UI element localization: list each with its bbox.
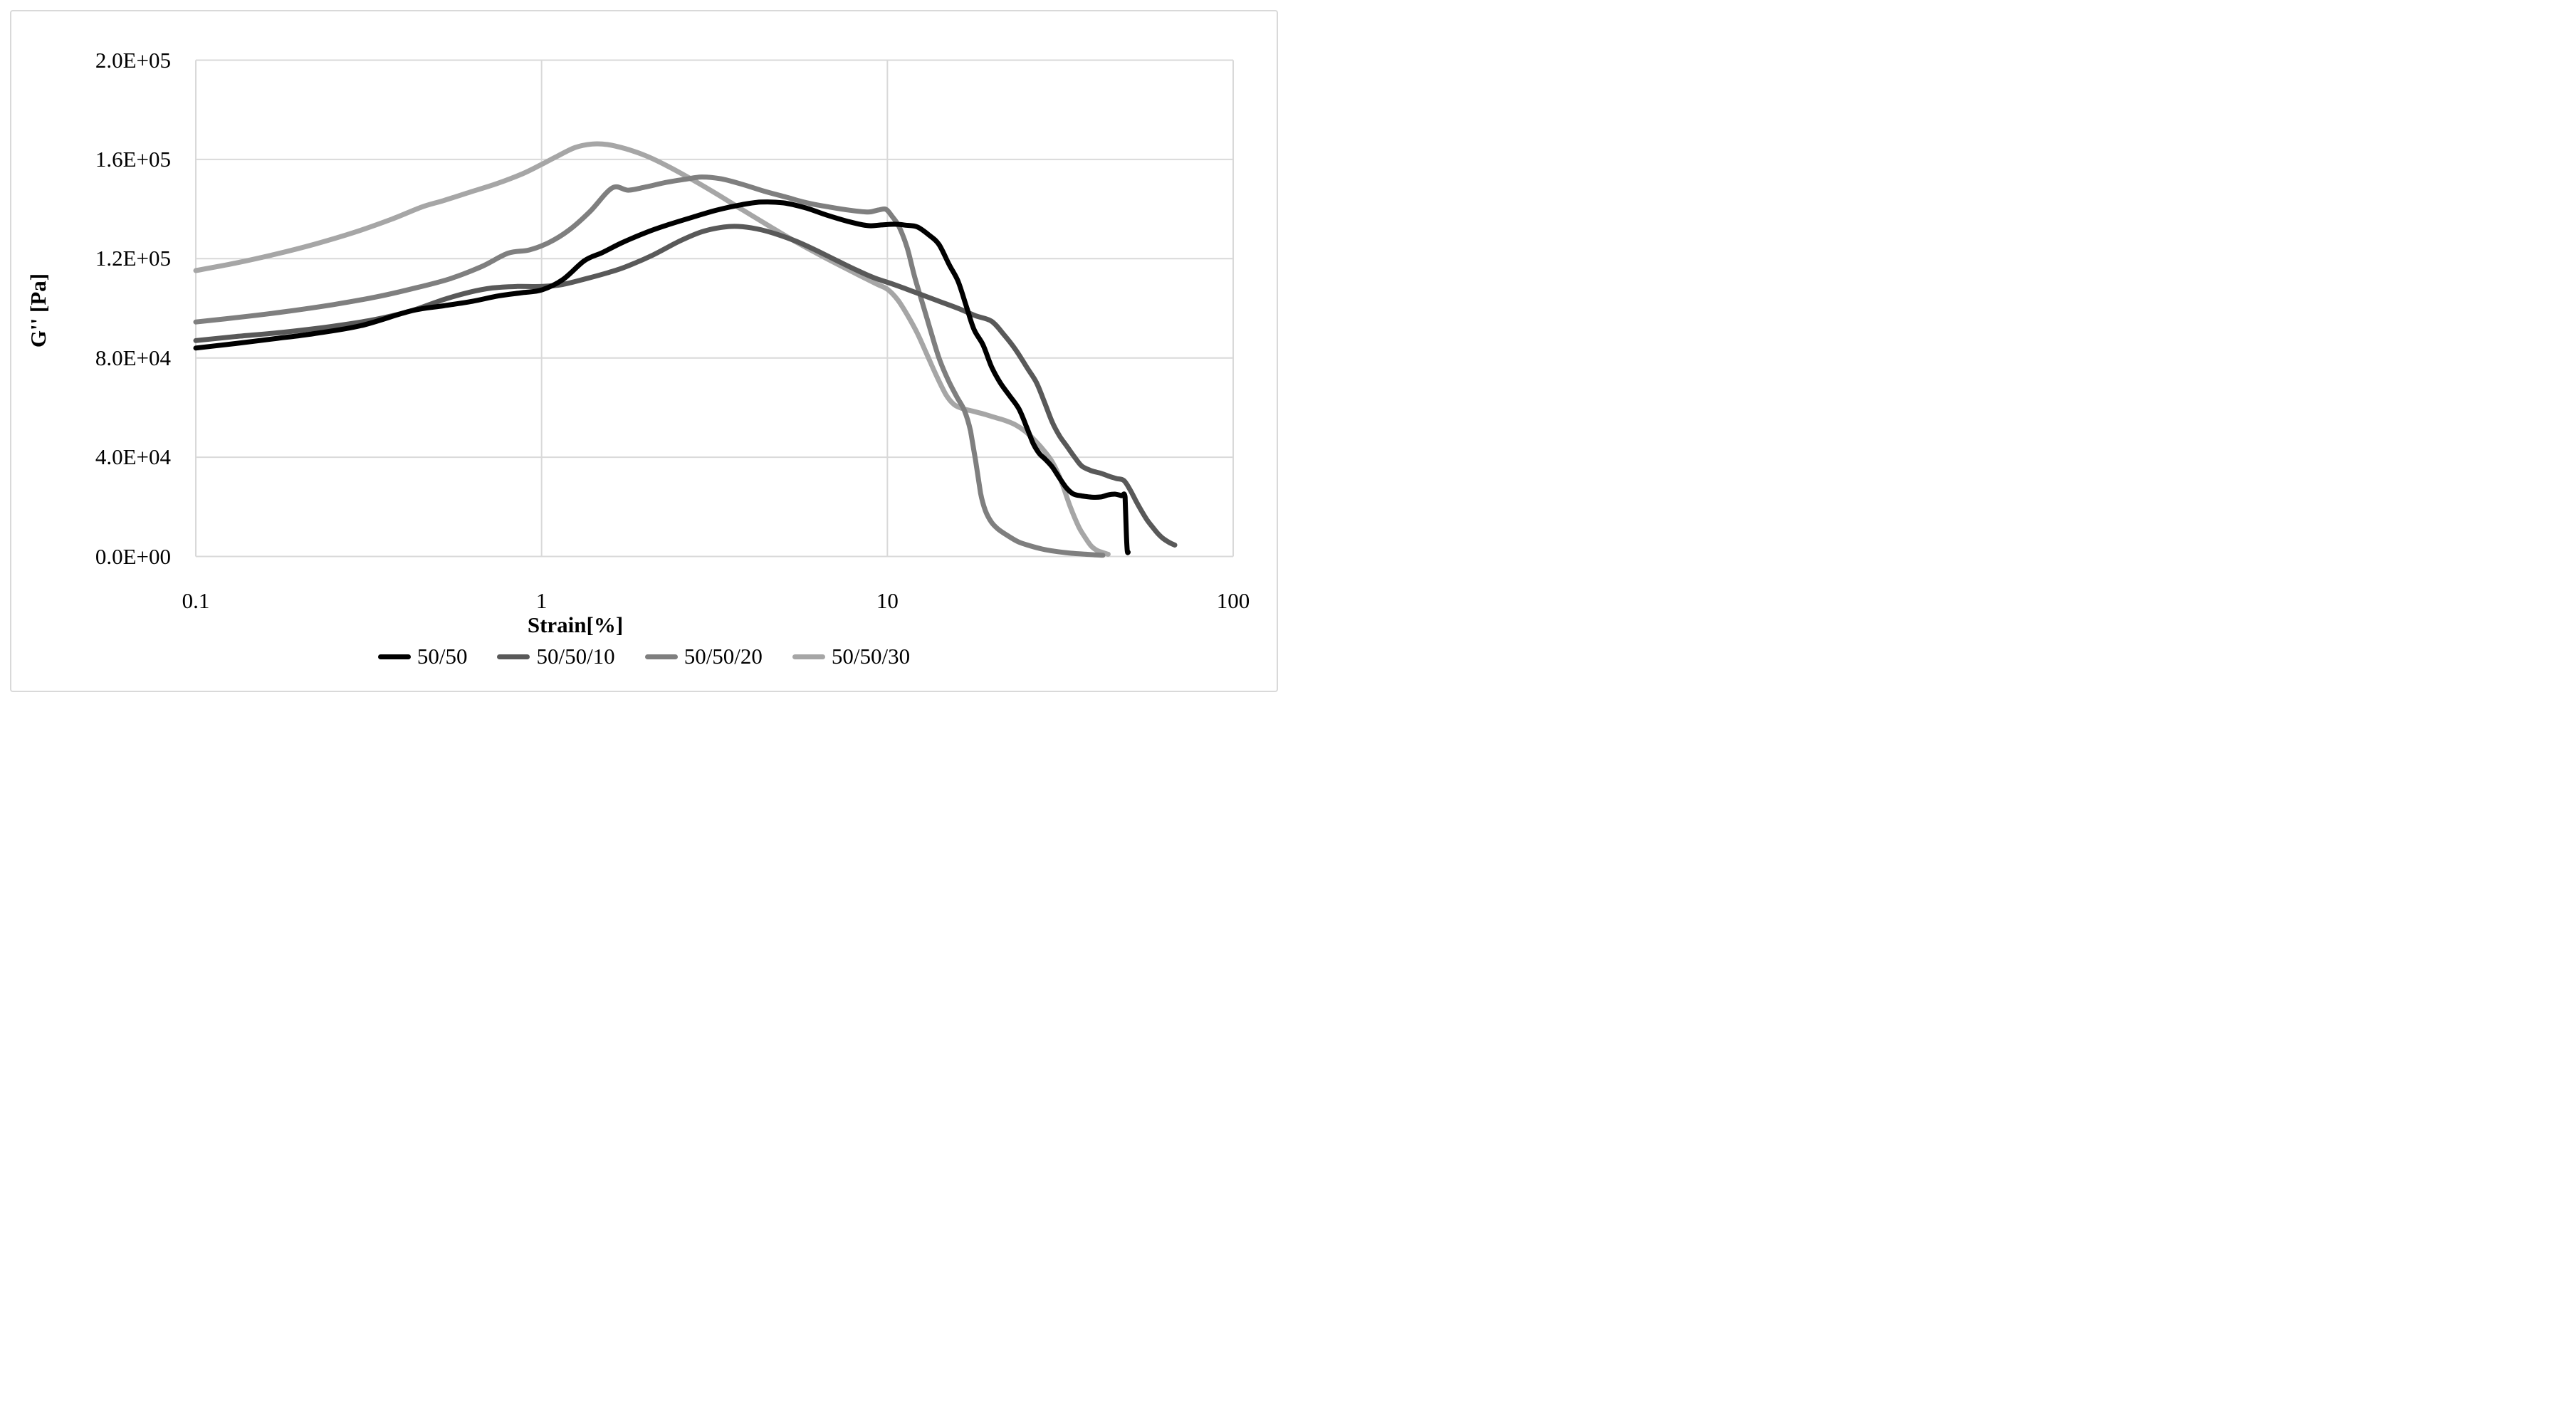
y-axis-title-text: G'' [Pa]: [26, 273, 51, 348]
chart-container: G'' [Pa] 0.0E+00 4.0E+04 8.0E+04 1.2E+05 1.6…: [0, 0, 1288, 704]
legend-label: 50/50/20: [684, 644, 763, 669]
legend-swatch-icon: [377, 654, 411, 659]
y-tick-label: 2.0E+05: [95, 47, 171, 73]
series-line-50-50-10: [193, 224, 1178, 548]
y-tick-label: 8.0E+04: [95, 345, 171, 370]
legend-item-50-50: 50/50: [377, 643, 468, 670]
x-tick-label: 100: [1216, 588, 1250, 613]
x-tick-label: 10: [876, 588, 899, 613]
legend: 50/50 50/50/10 50/50/20 50/50/30: [0, 643, 1288, 670]
legend-label: 50/50/10: [536, 644, 615, 669]
legend-item-50-50-30: 50/50/30: [792, 643, 910, 670]
legend-item-50-50-10: 50/50/10: [497, 643, 615, 670]
legend-label: 50/50: [417, 644, 468, 669]
x-axis-title: Strain[%]: [527, 612, 624, 637]
series-line-50-50-30: [193, 141, 1111, 557]
plot-svg: [193, 59, 1234, 558]
y-tick-label: 1.2E+05: [95, 246, 171, 271]
legend-swatch-icon: [497, 654, 530, 659]
legend-swatch-icon: [792, 654, 825, 659]
legend-label: 50/50/30: [831, 644, 911, 669]
y-tick-label: 4.0E+04: [95, 444, 171, 470]
x-tick-label: 1: [535, 588, 548, 613]
x-tick-label: 0.1: [182, 588, 210, 613]
series-line-50-50-20: [193, 174, 1106, 558]
legend-swatch-icon: [644, 654, 678, 659]
y-tick-label: 0.0E+00: [95, 543, 171, 569]
y-tick-label: 1.6E+05: [95, 146, 171, 172]
legend-item-50-50-20: 50/50/20: [644, 643, 763, 670]
series-line-50-50: [193, 199, 1131, 555]
